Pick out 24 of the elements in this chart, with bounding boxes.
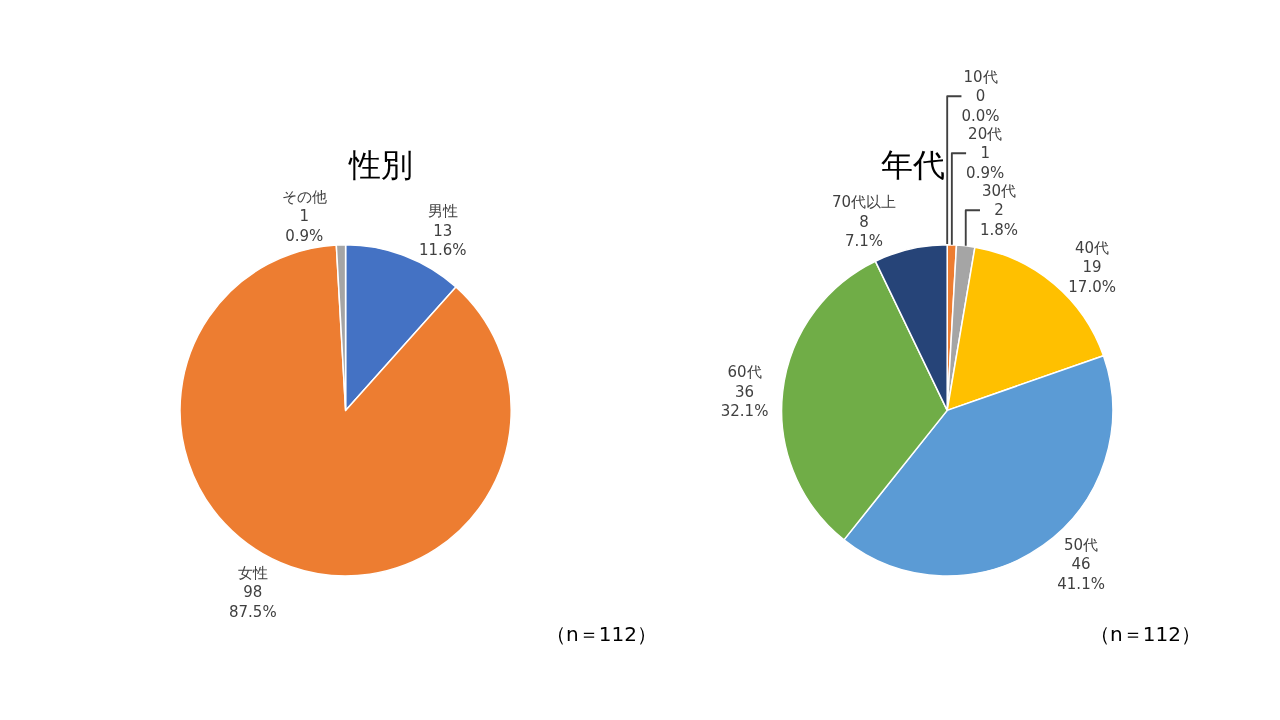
text: （n＝112） bbox=[1090, 622, 1201, 646]
text: 年代 bbox=[881, 146, 945, 184]
chart-title: 性別 bbox=[348, 146, 413, 184]
slice-label: 50代 bbox=[1064, 535, 1099, 554]
data-label: 98 87.5% bbox=[229, 583, 277, 621]
data-label: 1 0.9% bbox=[285, 207, 324, 245]
slice-label: 60代 bbox=[727, 363, 762, 381]
slice-label: 40代 bbox=[1075, 238, 1110, 257]
data-label: 13 11.6% bbox=[418, 221, 467, 260]
data-label: 8 7.1% bbox=[845, 212, 884, 251]
slice-label: 女性 bbox=[237, 563, 268, 582]
data-label: 1 0.9% bbox=[966, 144, 1005, 182]
text: 0 0.0% bbox=[961, 87, 1000, 125]
data-label: 46 41.1% bbox=[1057, 555, 1105, 593]
data-label: 36 32.1% bbox=[720, 382, 769, 420]
text: （n＝112） bbox=[546, 622, 657, 646]
slice-label: 70代以上 bbox=[832, 193, 897, 212]
category-label: 10代 bbox=[963, 67, 998, 86]
slice-label: 男性 bbox=[427, 202, 458, 221]
slice-label: 20代 bbox=[968, 124, 1003, 143]
data-label: 19 17.0% bbox=[1068, 258, 1116, 296]
slice-label: その他 bbox=[281, 187, 327, 206]
data-label: 2 1.8% bbox=[979, 201, 1019, 239]
slice-label: 30代 bbox=[982, 181, 1017, 200]
